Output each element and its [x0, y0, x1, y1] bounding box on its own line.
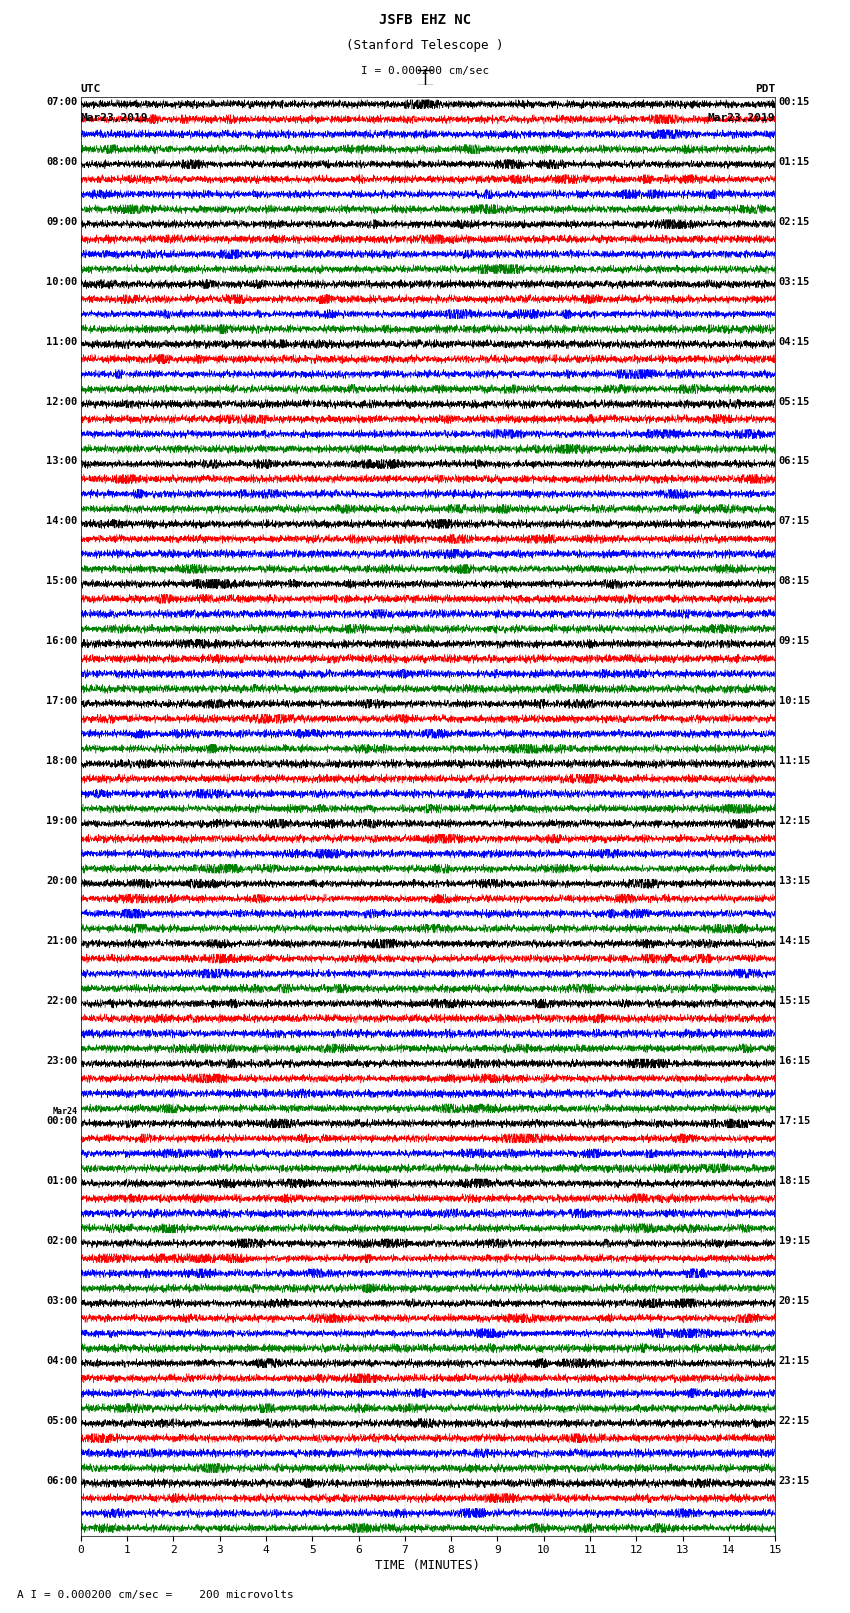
Text: 12:00: 12:00 [46, 397, 77, 406]
Text: 21:15: 21:15 [779, 1355, 810, 1366]
Text: I = 0.000200 cm/sec: I = 0.000200 cm/sec [361, 66, 489, 76]
Text: 22:00: 22:00 [46, 997, 77, 1007]
Text: 13:15: 13:15 [779, 876, 810, 886]
Text: 17:15: 17:15 [779, 1116, 810, 1126]
Text: 00:00: 00:00 [46, 1116, 77, 1126]
Text: 20:15: 20:15 [779, 1295, 810, 1307]
Text: 03:15: 03:15 [779, 277, 810, 287]
Text: 02:15: 02:15 [779, 216, 810, 227]
Text: 08:15: 08:15 [779, 576, 810, 587]
Text: 01:15: 01:15 [779, 156, 810, 166]
Text: Mar23,2019: Mar23,2019 [708, 113, 775, 123]
Text: 09:00: 09:00 [46, 216, 77, 227]
Text: 01:00: 01:00 [46, 1176, 77, 1186]
Text: 06:00: 06:00 [46, 1476, 77, 1486]
Text: JSFB EHZ NC: JSFB EHZ NC [379, 13, 471, 27]
Text: 10:15: 10:15 [779, 697, 810, 706]
Text: 18:00: 18:00 [46, 756, 77, 766]
Text: 21:00: 21:00 [46, 936, 77, 947]
Text: 07:00: 07:00 [46, 97, 77, 106]
Text: 13:00: 13:00 [46, 456, 77, 466]
Text: UTC: UTC [81, 84, 101, 94]
Text: 23:15: 23:15 [779, 1476, 810, 1486]
X-axis label: TIME (MINUTES): TIME (MINUTES) [376, 1560, 480, 1573]
Text: 11:00: 11:00 [46, 337, 77, 347]
Text: Mar23,2019: Mar23,2019 [81, 113, 148, 123]
Text: 14:15: 14:15 [779, 936, 810, 947]
Text: 09:15: 09:15 [779, 637, 810, 647]
Text: 16:00: 16:00 [46, 637, 77, 647]
Text: 15:00: 15:00 [46, 576, 77, 587]
Text: 16:15: 16:15 [779, 1057, 810, 1066]
Text: 02:00: 02:00 [46, 1236, 77, 1245]
Text: (Stanford Telescope ): (Stanford Telescope ) [346, 39, 504, 52]
Text: 11:15: 11:15 [779, 756, 810, 766]
Text: 10:00: 10:00 [46, 277, 77, 287]
Text: 00:15: 00:15 [779, 97, 810, 106]
Text: 05:15: 05:15 [779, 397, 810, 406]
Text: 17:00: 17:00 [46, 697, 77, 706]
Text: 23:00: 23:00 [46, 1057, 77, 1066]
Text: Mar24: Mar24 [53, 1107, 77, 1116]
Text: 12:15: 12:15 [779, 816, 810, 826]
Text: 07:15: 07:15 [779, 516, 810, 526]
Text: 18:15: 18:15 [779, 1176, 810, 1186]
Text: 04:00: 04:00 [46, 1355, 77, 1366]
Text: 19:00: 19:00 [46, 816, 77, 826]
Text: A I = 0.000200 cm/sec =    200 microvolts: A I = 0.000200 cm/sec = 200 microvolts [17, 1590, 294, 1600]
Text: 04:15: 04:15 [779, 337, 810, 347]
Text: 05:00: 05:00 [46, 1416, 77, 1426]
Text: 19:15: 19:15 [779, 1236, 810, 1245]
Text: 14:00: 14:00 [46, 516, 77, 526]
Text: 06:15: 06:15 [779, 456, 810, 466]
Text: 20:00: 20:00 [46, 876, 77, 886]
Text: 15:15: 15:15 [779, 997, 810, 1007]
Text: 08:00: 08:00 [46, 156, 77, 166]
Text: PDT: PDT [755, 84, 775, 94]
Text: 22:15: 22:15 [779, 1416, 810, 1426]
Text: 03:00: 03:00 [46, 1295, 77, 1307]
